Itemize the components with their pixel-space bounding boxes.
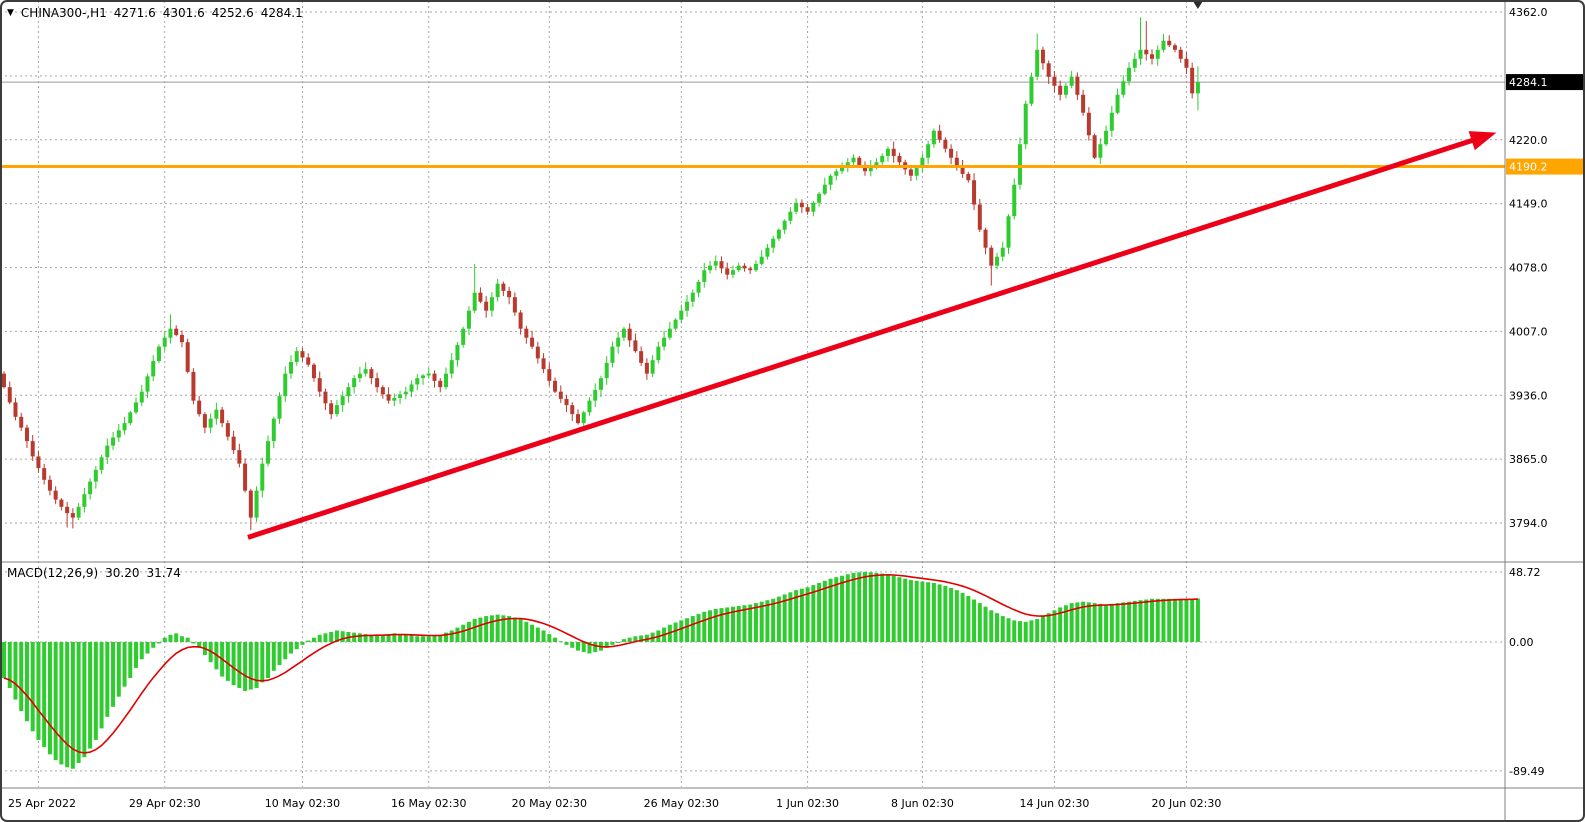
orange-level-price-box — [1506, 158, 1584, 175]
bid-price-box — [1506, 74, 1584, 91]
svg-text:0.00: 0.00 — [1509, 636, 1534, 649]
annotations — [0, 1, 1505, 540]
svg-text:16 May 02:30: 16 May 02:30 — [391, 797, 466, 810]
svg-text:29 Apr 02:30: 29 Apr 02:30 — [129, 797, 201, 810]
svg-text:4362.0: 4362.0 — [1509, 6, 1548, 19]
svg-text:4190.2: 4190.2 — [1509, 161, 1548, 174]
svg-text:14 Jun 02:30: 14 Jun 02:30 — [1019, 797, 1089, 810]
svg-text:-89.49: -89.49 — [1509, 765, 1544, 778]
time-axis[interactable]: 25 Apr 2022 29 Apr 02:30 10 May 02:30 16 Ma… — [8, 797, 1221, 810]
svg-text:4078.0: 4078.0 — [1509, 262, 1548, 275]
svg-text:25 Apr 2022: 25 Apr 2022 — [8, 797, 76, 810]
candlesticks — [2, 17, 1200, 531]
trend-arrow-line — [247, 134, 1484, 540]
symbol-dropdown-icon[interactable]: ▼ — [7, 8, 14, 18]
svg-text:48.72: 48.72 — [1509, 566, 1541, 579]
svg-text:8 Jun 02:30: 8 Jun 02:30 — [891, 797, 954, 810]
svg-text:26 May 02:30: 26 May 02:30 — [644, 797, 719, 810]
chart-shift-marker-icon — [1192, 1, 1203, 9]
svg-text:4149.0: 4149.0 — [1509, 198, 1548, 211]
svg-text:20 Jun 02:30: 20 Jun 02:30 — [1151, 797, 1221, 810]
svg-text:1 Jun 02:30: 1 Jun 02:30 — [776, 797, 839, 810]
svg-text:4284.1: 4284.1 — [1509, 76, 1548, 89]
svg-text:20 May 02:30: 20 May 02:30 — [512, 797, 587, 810]
svg-text:4220.0: 4220.0 — [1509, 134, 1548, 147]
svg-text:3794.0: 3794.0 — [1509, 517, 1548, 530]
svg-text:3936.0: 3936.0 — [1509, 389, 1548, 402]
macd-panel — [2, 571, 1200, 769]
svg-text:3865.0: 3865.0 — [1509, 453, 1548, 466]
svg-text:4007.0: 4007.0 — [1509, 325, 1548, 338]
trend-arrow-head — [1468, 131, 1497, 151]
svg-text:10 May 02:30: 10 May 02:30 — [265, 797, 340, 810]
macd-signal-line — [3, 573, 1198, 754]
